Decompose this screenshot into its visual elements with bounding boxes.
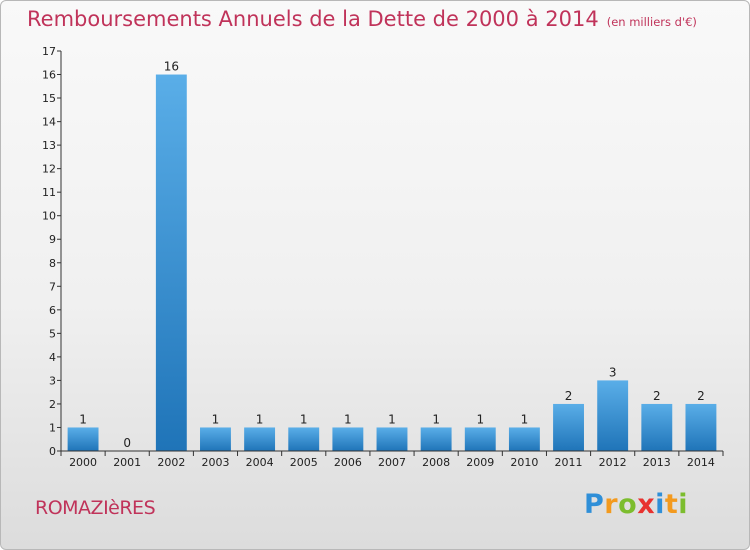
bar-2013 xyxy=(641,403,673,451)
bar-2005 xyxy=(288,427,320,451)
chart-title: Remboursements Annuels de la Dette de 20… xyxy=(27,7,599,31)
x-tick-label: 2011 xyxy=(555,456,583,469)
logo-letter: i xyxy=(655,489,665,520)
logo-letter: x xyxy=(637,489,656,520)
y-tick-label: 3 xyxy=(49,374,56,387)
y-tick-label: 4 xyxy=(49,351,56,364)
logo-letter: r xyxy=(604,489,619,520)
logo-letter: i xyxy=(678,489,689,520)
x-tick-label: 2009 xyxy=(466,456,494,469)
x-tick-label: 2003 xyxy=(201,456,229,469)
x-tick-label: 2002 xyxy=(157,456,185,469)
bars: 1 0 16 1 1 1 1 1 1 1 1 2 3 2 2 xyxy=(67,60,717,451)
x-tick-label: 2014 xyxy=(687,456,715,469)
x-tick-label: 2012 xyxy=(599,456,627,469)
y-tick-label: 9 xyxy=(49,233,56,246)
bar-2009 xyxy=(464,427,496,451)
data-label-2014: 2 xyxy=(697,389,705,403)
x-tick-label: 2004 xyxy=(246,456,274,469)
data-label-2011: 2 xyxy=(565,389,573,403)
y-tick-label: 0 xyxy=(49,445,56,458)
data-label-2005: 1 xyxy=(300,412,308,426)
title-row: Remboursements Annuels de la Dette de 20… xyxy=(27,7,697,31)
y-tick-label: 11 xyxy=(42,186,56,199)
bar-2004 xyxy=(244,427,276,451)
data-label-2000: 1 xyxy=(79,412,87,426)
bar-2011 xyxy=(553,403,584,451)
bar-2010 xyxy=(508,427,540,451)
bar-2006 xyxy=(332,427,364,451)
logo-letter: P xyxy=(584,489,605,520)
x-tick-label: 2005 xyxy=(290,456,318,469)
x-tick-label: 2008 xyxy=(422,456,450,469)
logo-letter: t xyxy=(664,489,679,520)
y-tick-label: 13 xyxy=(42,139,56,152)
data-label-2008: 1 xyxy=(432,412,440,426)
data-label-2009: 1 xyxy=(476,412,484,426)
bar-2007 xyxy=(376,427,408,451)
x-tick-label: 2013 xyxy=(643,456,671,469)
x-tick-label: 2007 xyxy=(378,456,406,469)
y-tick-label: 7 xyxy=(49,280,56,293)
data-label-2001: 0 xyxy=(123,436,131,450)
y-tick-label: 10 xyxy=(42,210,56,223)
y-tick-label: 1 xyxy=(49,421,56,434)
y-tick-label: 14 xyxy=(42,116,56,129)
logo-letter: o xyxy=(618,489,638,520)
data-label-2012: 3 xyxy=(609,365,617,379)
data-label-2002: 16 xyxy=(164,60,179,74)
y-tick-label: 6 xyxy=(49,304,56,317)
y-tick-label: 2 xyxy=(49,398,56,411)
data-label-2010: 1 xyxy=(521,412,529,426)
bar-2003 xyxy=(200,427,231,451)
data-label-2013: 2 xyxy=(653,389,661,403)
x-tick-label: 2006 xyxy=(334,456,362,469)
data-label-2004: 1 xyxy=(256,412,264,426)
x-tick-label: 2001 xyxy=(113,456,141,469)
y-tick-label: 12 xyxy=(42,163,56,176)
chart-subtitle: (en milliers d'€) xyxy=(606,15,697,29)
bar-2000 xyxy=(67,427,99,451)
bar-2012 xyxy=(597,380,629,451)
y-tick-label: 15 xyxy=(42,92,56,105)
y-tick-label: 17 xyxy=(42,45,56,58)
commune-name: ROMAZIèRES xyxy=(35,497,156,519)
x-tick-label: 2010 xyxy=(510,456,538,469)
proxiti-logo[interactable]: Proxiti xyxy=(584,489,688,520)
y-tick-label: 8 xyxy=(49,257,56,270)
x-axis: 2000 2001 2002 2003 2004 2005 2006 2007 2008 2009… xyxy=(60,450,724,469)
y-tick-label: 5 xyxy=(49,327,56,340)
bar-2008 xyxy=(420,427,452,451)
data-label-2006: 1 xyxy=(344,412,352,426)
bar-2002 xyxy=(155,74,187,451)
data-label-2003: 1 xyxy=(212,412,220,426)
y-tick-label: 16 xyxy=(42,69,56,82)
bar-2014 xyxy=(685,403,717,451)
data-label-2007: 1 xyxy=(388,412,396,426)
x-tick-label: 2000 xyxy=(69,456,97,469)
